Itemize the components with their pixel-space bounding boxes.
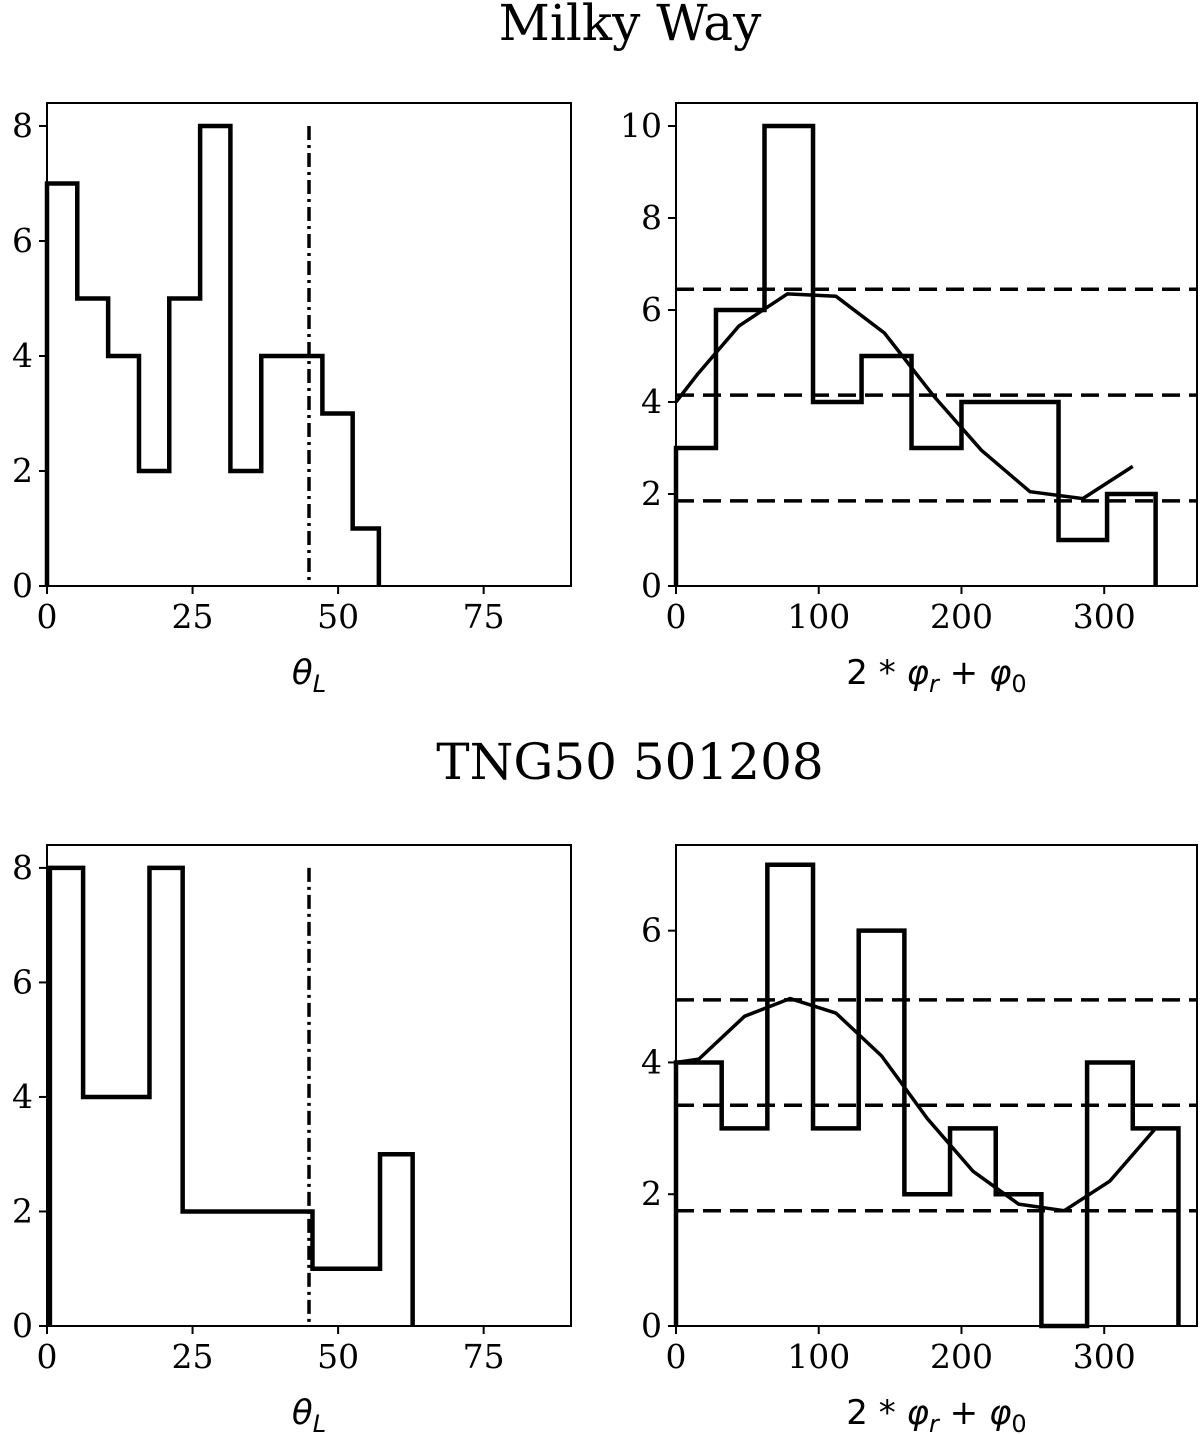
chart-tng-theta: 0 25 50 75 0 2 4 6 8 θL	[12, 844, 572, 1435]
x-tick-label: 200	[930, 597, 993, 636]
y-tick-label: 0	[12, 1306, 33, 1345]
y-tick-label: 0	[12, 566, 33, 605]
x-tick-label: 25	[172, 1337, 214, 1376]
y-tick-label: 4	[641, 1042, 662, 1081]
y-tick-label: 0	[641, 1306, 662, 1345]
y-tick-label: 8	[641, 198, 662, 237]
y-tick-label: 6	[12, 221, 33, 260]
y-tick-label: 4	[641, 382, 662, 421]
y-tick-label: 8	[12, 106, 33, 145]
axes-frame	[46, 844, 572, 1327]
y-tick-label: 2	[12, 1191, 33, 1230]
x-tick-label: 0	[37, 1337, 58, 1376]
x-tick-label: 75	[463, 597, 505, 636]
x-tick-label: 50	[317, 1337, 359, 1376]
y-tick-label: 2	[12, 451, 33, 490]
x-axis-label: 2 * φr + φ0	[846, 1393, 1026, 1435]
y-tick-label: 10	[620, 106, 662, 145]
axes-frame	[675, 844, 1198, 1327]
x-tick-label: 25	[172, 597, 214, 636]
x-tick-label: 75	[463, 1337, 505, 1376]
histogram-steps	[44, 123, 382, 586]
y-tick-label: 4	[12, 336, 33, 375]
y-tick-label: 2	[641, 1174, 662, 1213]
y-tick-label: 6	[641, 290, 662, 329]
histogram-steps	[47, 865, 415, 1326]
x-tick-label: 100	[787, 597, 850, 636]
x-tick-label: 50	[317, 597, 359, 636]
x-tick-label: 300	[1073, 1337, 1136, 1376]
row-title-tng50: TNG50 501208	[436, 733, 823, 791]
x-tick-label: 200	[930, 1337, 993, 1376]
axes-frame	[46, 102, 572, 587]
axes-frame	[675, 102, 1198, 587]
y-tick-label: 8	[12, 848, 33, 887]
fit-curve	[675, 996, 1157, 1213]
histogram-steps	[673, 123, 1158, 586]
fit-curve	[674, 292, 1134, 501]
x-tick-label: 0	[666, 1337, 687, 1376]
x-axis-label: θL	[292, 1393, 326, 1435]
chart-mw-theta: 0 25 50 75 0 2 4 6 8 θL	[12, 102, 572, 698]
y-tick-label: 0	[641, 566, 662, 605]
y-tick-label: 6	[12, 962, 33, 1001]
row-title-milky-way: Milky Way	[499, 0, 762, 52]
y-tick-label: 6	[641, 911, 662, 950]
y-tick-label: 4	[12, 1077, 33, 1116]
x-tick-label: 100	[787, 1337, 850, 1376]
x-tick-label: 0	[37, 597, 58, 636]
x-axis-label: θL	[292, 653, 326, 698]
y-tick-label: 2	[641, 474, 662, 513]
chart-tng-phase: 0 100 200 300 0 2 4 6 2 * φr + φ0	[641, 844, 1198, 1435]
x-axis-label: 2 * φr + φ0	[846, 653, 1026, 698]
x-tick-label: 300	[1073, 597, 1136, 636]
x-tick-label: 0	[666, 597, 687, 636]
chart-mw-phase: 0 100 200 300 0 2 4 6 8 10 2 * φr + φ0	[620, 102, 1198, 698]
histogram-steps	[673, 862, 1181, 1329]
